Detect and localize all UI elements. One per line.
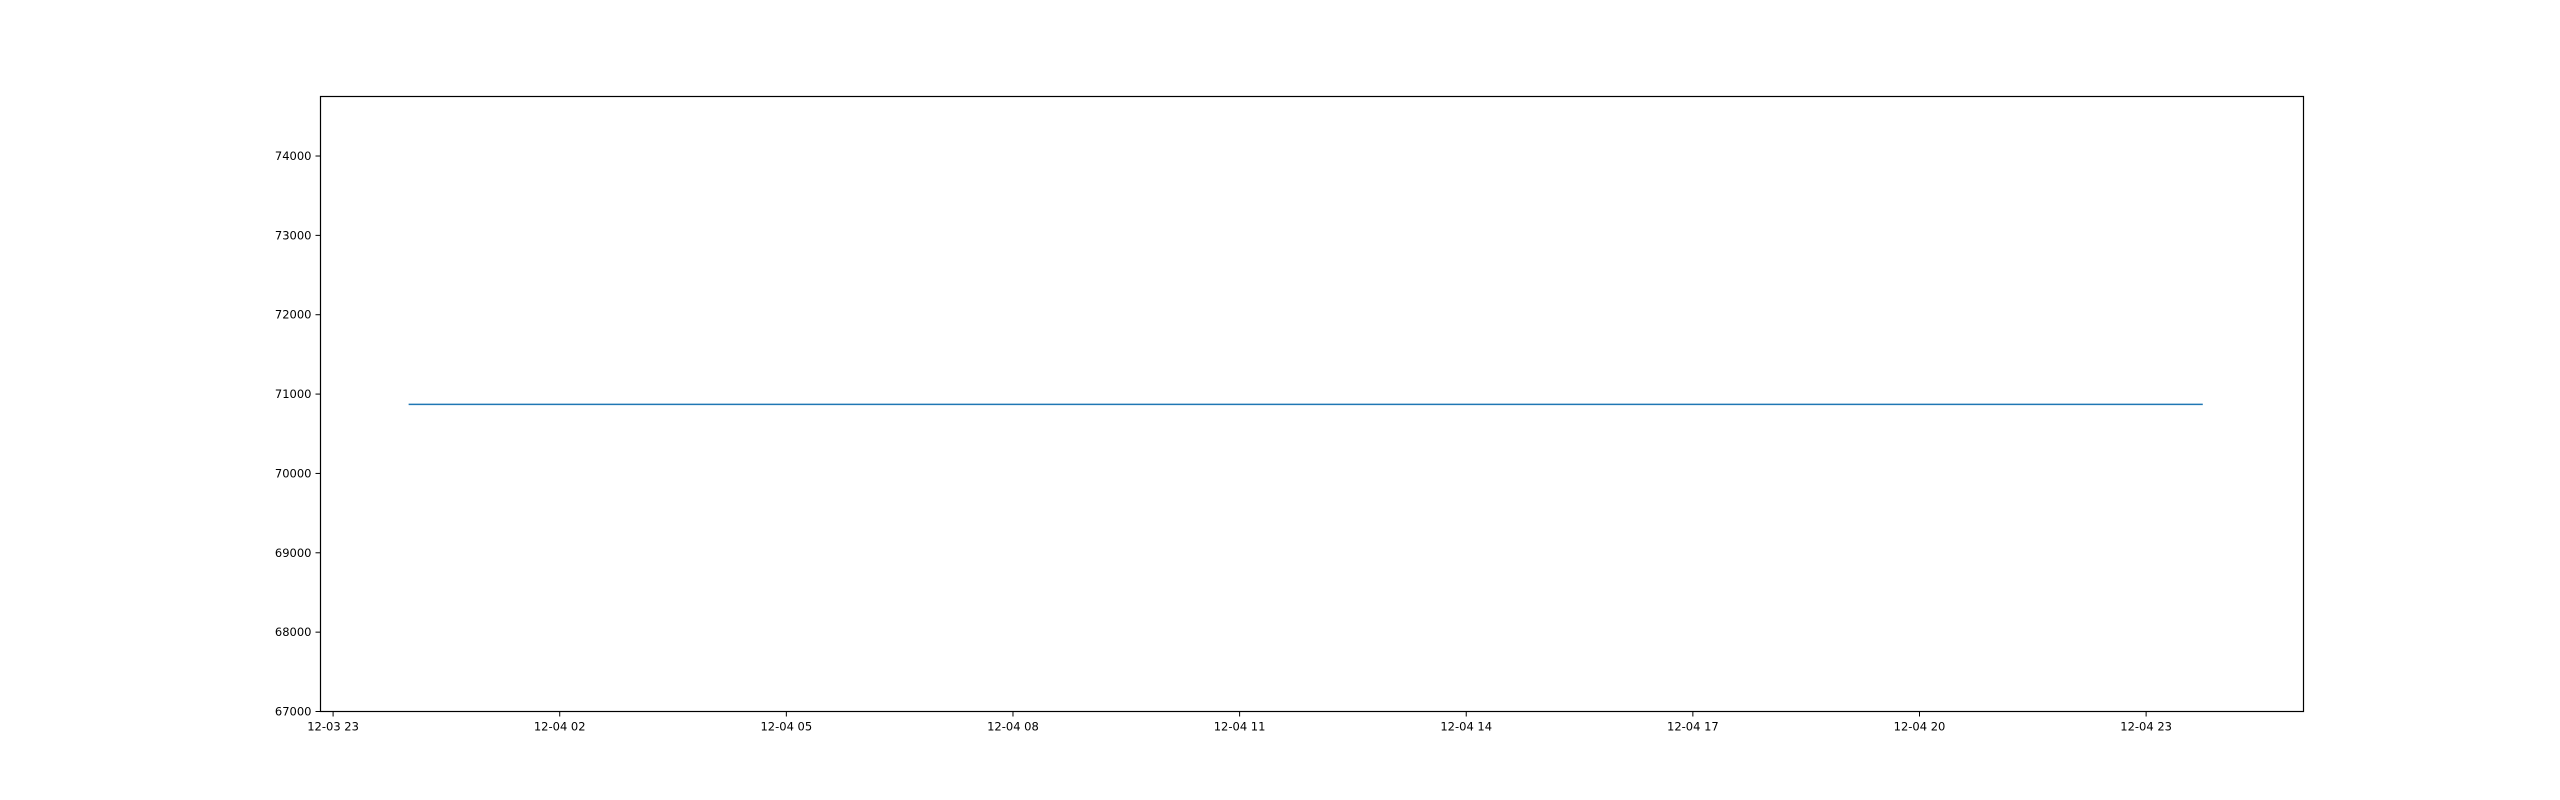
x-tick-label: 12-04 11: [1214, 720, 1266, 734]
y-tick-label: 70000: [275, 466, 312, 480]
x-tick-label: 12-04 08: [987, 720, 1039, 734]
y-tick-label: 68000: [275, 625, 312, 639]
plot-area-frame: [319, 95, 2305, 713]
x-tick-label: 12-04 14: [1440, 720, 1492, 734]
x-tick-label: 12-04 17: [1667, 720, 1719, 734]
y-axis: 67000 68000 69000 70000 71000 72000 73000 74000: [275, 149, 321, 719]
y-tick-label: 71000: [275, 387, 312, 401]
y-tick-label: 72000: [275, 308, 312, 322]
y-tick-label: 69000: [275, 546, 312, 560]
x-tick-label: 12-04 05: [760, 720, 812, 734]
x-tick-label: 12-03 23: [307, 720, 359, 734]
y-tick-label: 73000: [275, 228, 312, 242]
x-tick-label: 12-04 02: [534, 720, 586, 734]
y-tick-label: 74000: [275, 149, 312, 163]
x-axis: 12-03 23 12-04 02 12-04 05 12-04 08 12-04 11…: [307, 711, 2172, 734]
y-tick-label: 67000: [275, 705, 312, 719]
x-tick-label: 12-04 23: [2120, 720, 2172, 734]
x-tick-label: 12-04 20: [1894, 720, 1946, 734]
